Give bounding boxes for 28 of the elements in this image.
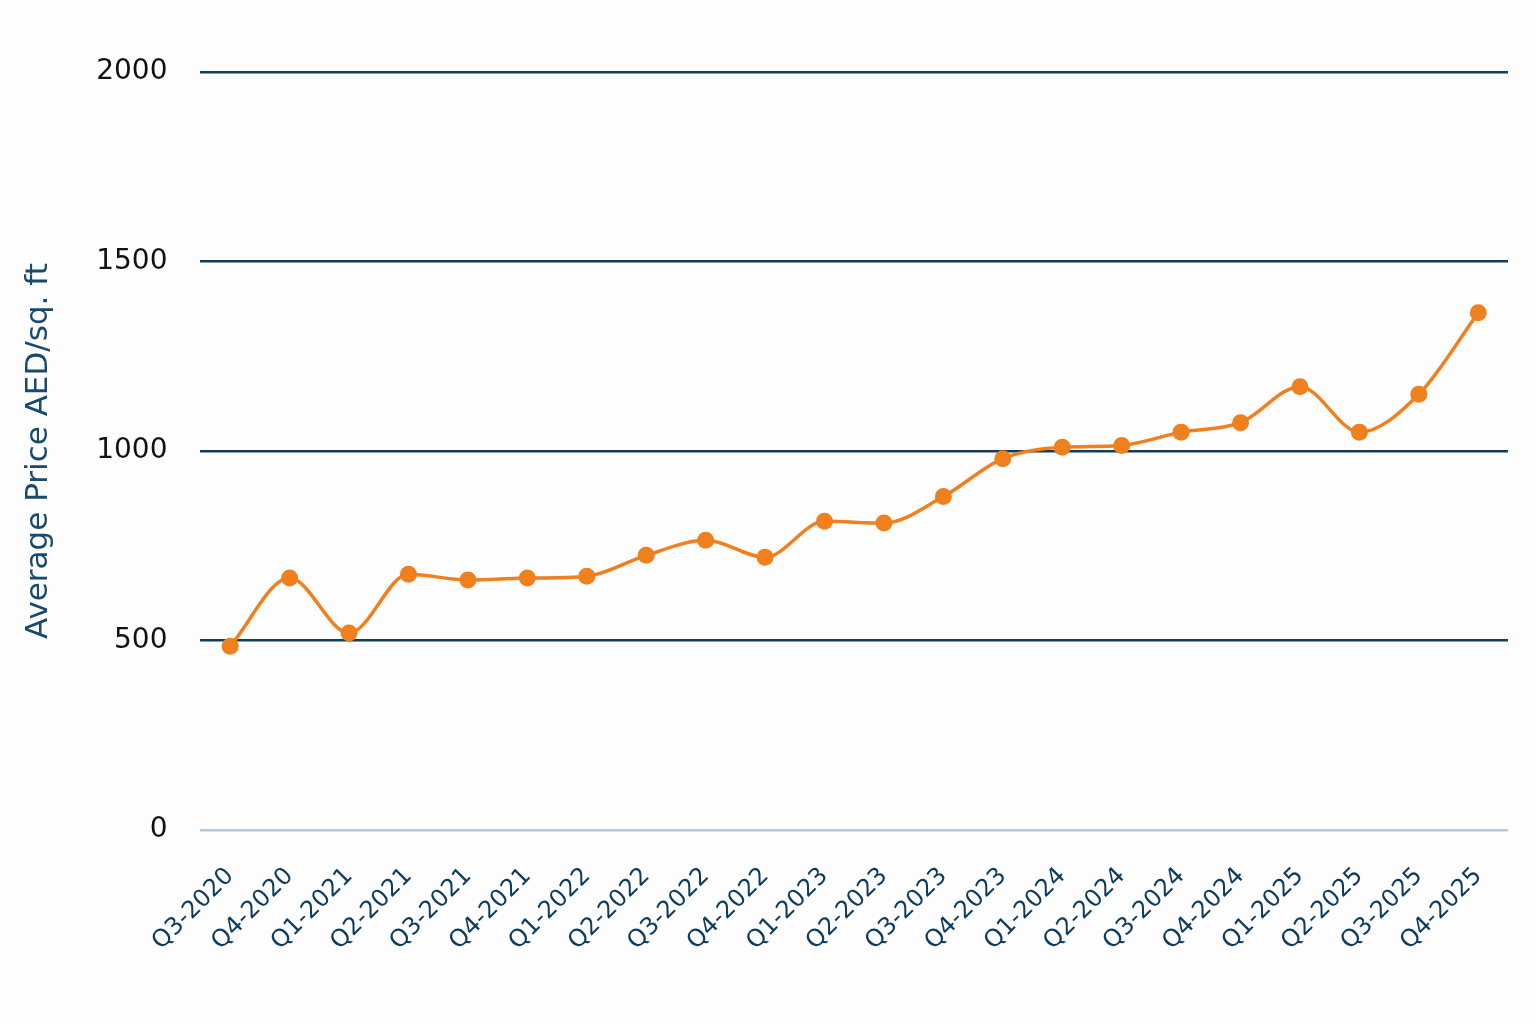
y-tick-label: 1000 <box>96 432 168 466</box>
point <box>1350 423 1368 441</box>
point <box>1053 438 1071 456</box>
point <box>281 569 299 587</box>
point <box>578 567 596 585</box>
point <box>934 488 952 506</box>
point <box>1469 304 1487 322</box>
y-tick-label: 2000 <box>96 53 168 87</box>
point <box>1291 378 1309 396</box>
point <box>1113 436 1131 454</box>
y-axis-title: Average Price AED/sq. ft <box>17 263 54 639</box>
point <box>756 548 774 566</box>
point <box>994 450 1012 468</box>
point <box>1172 423 1190 441</box>
y-tick-label: 500 <box>114 621 168 655</box>
y-tick-label: 1500 <box>96 242 168 276</box>
point <box>637 546 655 564</box>
point <box>1232 414 1250 432</box>
y-tick-label: 0 <box>149 811 168 845</box>
point <box>340 624 358 642</box>
point <box>399 565 417 583</box>
point <box>1410 385 1428 403</box>
point <box>459 571 477 589</box>
point <box>697 531 715 549</box>
point <box>875 514 893 532</box>
point <box>816 512 834 530</box>
point <box>518 569 536 587</box>
point <box>221 637 239 655</box>
